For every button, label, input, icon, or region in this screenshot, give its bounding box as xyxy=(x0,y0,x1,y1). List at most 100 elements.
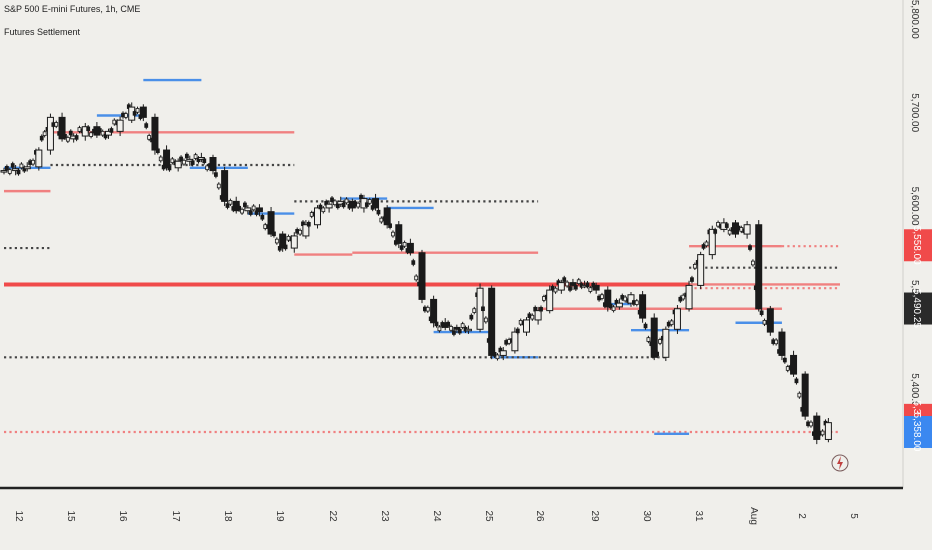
candle-body xyxy=(425,306,430,312)
candle-body xyxy=(158,156,163,162)
candle-body xyxy=(801,373,809,417)
candle-body xyxy=(790,354,798,375)
candle-body xyxy=(646,337,651,342)
price-badge-label: 5,358.00 xyxy=(911,413,922,452)
candle-body xyxy=(54,122,59,127)
x-tick-label: 12 xyxy=(13,510,24,522)
candle-body xyxy=(449,326,453,331)
x-tick-label: 26 xyxy=(534,510,545,522)
candle-body xyxy=(46,116,54,151)
candle-body xyxy=(74,135,79,140)
candle-body xyxy=(290,235,298,249)
candle-body xyxy=(430,298,438,324)
candle-body xyxy=(565,281,570,287)
candle-body xyxy=(690,277,694,282)
candle-body xyxy=(492,351,497,357)
candle-body xyxy=(163,149,171,169)
candle-body xyxy=(132,111,137,116)
candle-body xyxy=(495,354,500,360)
x-tick-label: 22 xyxy=(327,510,338,522)
candle-body xyxy=(483,317,488,323)
candle-body xyxy=(344,198,349,204)
candle-body xyxy=(766,308,774,333)
candle-body xyxy=(100,130,105,136)
candle-body xyxy=(139,106,147,118)
candle-body xyxy=(727,229,732,235)
candle-body xyxy=(755,224,763,310)
candle-body xyxy=(511,331,519,352)
candle-body xyxy=(314,207,321,226)
candle-body xyxy=(333,200,337,206)
indicator-label[interactable]: Futures Settlement xyxy=(4,27,81,37)
candle-body xyxy=(411,260,416,265)
x-tick-label: 5 xyxy=(848,513,859,519)
candle-body xyxy=(414,275,419,281)
candle-body xyxy=(7,169,12,174)
candle-body xyxy=(184,153,189,159)
candle-body xyxy=(376,209,381,215)
candle-body xyxy=(523,319,530,333)
candle-body xyxy=(673,308,681,330)
candle-body xyxy=(372,198,380,209)
candle-body xyxy=(97,128,102,133)
x-tick-label: 18 xyxy=(222,510,233,522)
candle-body xyxy=(248,210,253,215)
candle-body xyxy=(797,392,802,398)
candle-body xyxy=(388,223,392,228)
candle-body xyxy=(109,128,114,133)
candle-body xyxy=(588,287,593,292)
candle-body xyxy=(341,202,346,208)
x-tick-label: 17 xyxy=(170,510,181,522)
candle-body xyxy=(182,159,186,165)
candle-body xyxy=(704,241,709,247)
x-tick-label: 2 xyxy=(796,513,807,519)
candle-body xyxy=(272,231,276,237)
candle-body xyxy=(813,415,821,440)
candle-body xyxy=(391,231,395,237)
event-markers[interactable] xyxy=(831,454,849,472)
candle-body xyxy=(318,204,323,210)
candle-body xyxy=(225,203,230,208)
candle-body xyxy=(237,205,242,211)
candle-body xyxy=(205,165,210,171)
x-tick-label: 30 xyxy=(641,510,652,522)
candle-body xyxy=(279,233,287,249)
candle-body xyxy=(534,310,542,321)
price-badge-label: 5,490.25 xyxy=(911,289,922,328)
lightning-bolt-shape xyxy=(837,456,843,470)
candle-body xyxy=(434,321,439,327)
candle-body xyxy=(774,339,779,345)
candle-body xyxy=(10,163,15,168)
candle-body xyxy=(283,244,288,250)
candle-body xyxy=(708,228,716,256)
lightning-bolt-icon[interactable] xyxy=(831,454,849,472)
candle-body xyxy=(751,260,755,266)
candle-body xyxy=(179,156,183,162)
candle-body xyxy=(488,287,496,356)
candle-body xyxy=(820,430,825,436)
candle-body xyxy=(446,321,451,327)
candle-body xyxy=(202,158,207,164)
candle-body xyxy=(464,328,472,332)
candle-body xyxy=(383,207,391,226)
candle-body xyxy=(260,214,265,220)
axes: 5,800.005,700.005,600.005,500.005,400.00… xyxy=(0,0,920,525)
x-tick-label: 24 xyxy=(431,510,442,522)
candles xyxy=(0,102,832,445)
candle-body xyxy=(42,131,47,136)
price-badge-dark xyxy=(904,292,932,325)
candle-body xyxy=(650,317,658,358)
candle-body xyxy=(569,282,577,286)
price-badge-blue xyxy=(904,415,932,448)
candle-body xyxy=(615,302,623,308)
candle-body xyxy=(399,245,404,250)
candle-body xyxy=(809,421,813,427)
candle-body xyxy=(124,113,128,118)
candle-body xyxy=(151,116,159,151)
candle-body xyxy=(546,289,554,312)
x-tick-label: 16 xyxy=(117,510,128,522)
symbol-title: S&P 500 E-mini Futures, 1h, CME xyxy=(4,4,141,14)
candle-body xyxy=(481,306,485,312)
candle-body xyxy=(604,289,612,308)
